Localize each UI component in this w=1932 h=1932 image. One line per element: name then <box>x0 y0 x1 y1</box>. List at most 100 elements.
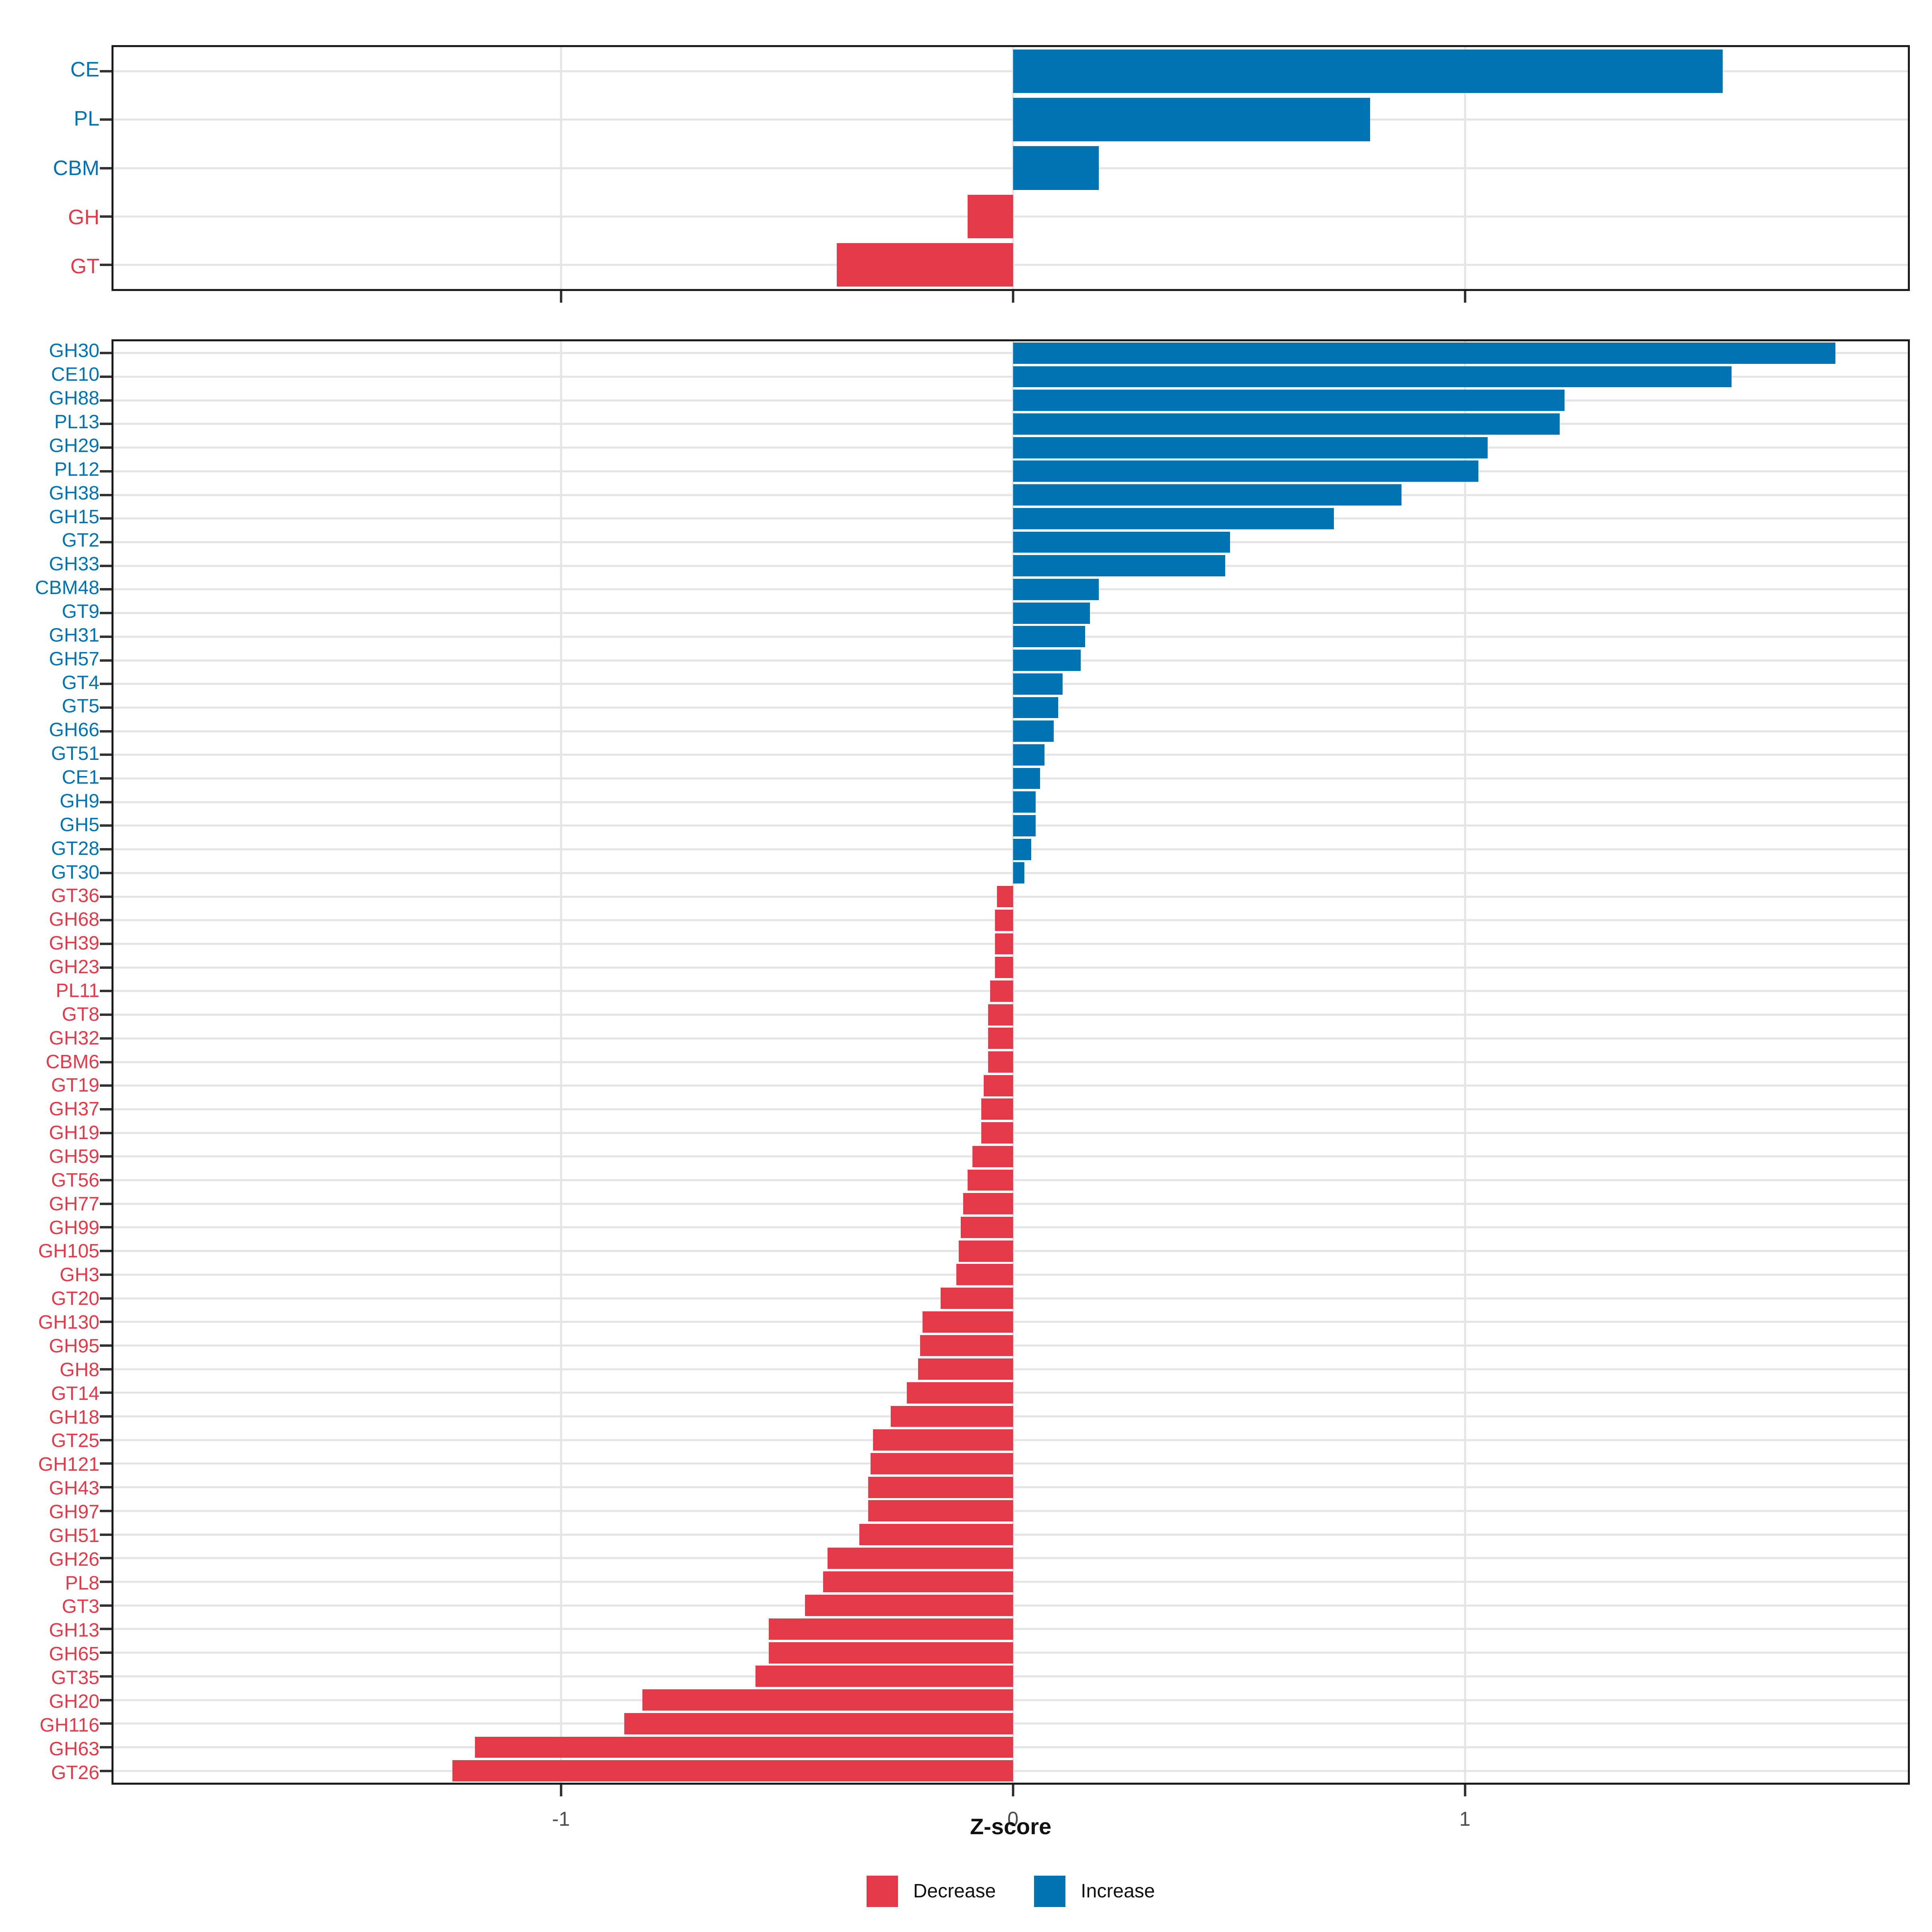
bar <box>769 1642 1013 1664</box>
y-axis-tick <box>100 1557 111 1560</box>
category-label: GH39 <box>49 933 99 954</box>
bar <box>859 1524 1013 1545</box>
y-axis-tick <box>100 1651 111 1654</box>
legend: Decrease Increase <box>111 1876 1910 1907</box>
bar <box>988 1004 1013 1026</box>
y-axis-tick <box>100 1250 111 1253</box>
y-axis-tick <box>100 753 111 756</box>
category-label: GH95 <box>49 1335 99 1357</box>
category-label: GH29 <box>49 435 99 456</box>
legend-label: Decrease <box>913 1880 996 1902</box>
y-axis-tick <box>100 1321 111 1323</box>
bar <box>1013 366 1732 388</box>
y-axis-tick <box>100 1462 111 1465</box>
bar <box>805 1595 1013 1616</box>
category-label: GH68 <box>49 909 99 931</box>
summary-panel: CE PL CBM GH GT <box>0 45 1932 303</box>
y-axis-tick <box>100 1226 111 1229</box>
y-axis-tick <box>100 777 111 780</box>
y-gridline <box>114 470 1908 473</box>
y-axis-tick <box>100 1013 111 1016</box>
bar <box>755 1666 1013 1687</box>
bar <box>961 1217 1013 1238</box>
y-axis-tick <box>100 1415 111 1418</box>
y-axis-tick <box>100 1179 111 1182</box>
category-label: PL <box>74 107 99 131</box>
bar <box>1013 437 1488 458</box>
category-label: GH97 <box>49 1501 99 1523</box>
y-axis-tick <box>100 1746 111 1748</box>
bar <box>1013 508 1334 529</box>
bar <box>1013 838 1031 860</box>
bar <box>997 886 1013 907</box>
category-label: GT4 <box>62 672 99 694</box>
y-gridline <box>114 777 1908 780</box>
bar <box>1013 673 1063 695</box>
y-axis-tick <box>100 517 111 520</box>
legend-item: Decrease <box>866 1876 996 1907</box>
y-axis-tick <box>100 1699 111 1701</box>
y-gridline <box>114 612 1908 614</box>
category-label: CE <box>70 58 99 82</box>
category-label: GH77 <box>49 1193 99 1215</box>
summary-plot-area <box>100 45 1910 303</box>
y-gridline <box>114 848 1908 850</box>
y-gridline <box>114 872 1908 874</box>
bar <box>1013 413 1560 435</box>
x-axis-tick-label: 0 <box>1007 1808 1019 1830</box>
y-axis-tick <box>100 635 111 638</box>
y-axis-tick <box>100 541 111 543</box>
x-axis-tick <box>1463 291 1466 303</box>
bar <box>1013 146 1099 190</box>
y-gridline <box>114 70 1908 72</box>
y-axis-tick <box>100 848 111 851</box>
category-label: GH19 <box>49 1122 99 1144</box>
family-plot-area: -1 0 1 <box>100 339 1910 1829</box>
category-label: GH65 <box>49 1643 99 1665</box>
x-axis-tick-label: 1 <box>1459 1808 1471 1830</box>
category-label: GH38 <box>49 482 99 504</box>
category-label: GT51 <box>51 743 99 765</box>
y-axis-tick <box>100 990 111 993</box>
y-axis-tick <box>100 1533 111 1536</box>
x-axis-tick <box>1463 1785 1466 1796</box>
category-label: GH23 <box>49 956 99 978</box>
category-label: GT <box>70 254 99 278</box>
bar <box>1013 98 1370 142</box>
y-axis-tick <box>100 1486 111 1489</box>
bar <box>995 933 1013 955</box>
y-gridline <box>114 801 1908 803</box>
bar <box>990 980 1013 1002</box>
bar <box>988 1051 1013 1073</box>
bar <box>923 1311 1013 1333</box>
y-gridline <box>114 376 1908 378</box>
y-axis-tick <box>100 1722 111 1725</box>
category-label: GH26 <box>49 1548 99 1570</box>
category-label: GH13 <box>49 1620 99 1641</box>
y-axis-tick <box>100 683 111 685</box>
bar <box>906 1382 1013 1404</box>
category-label: CE10 <box>51 364 99 386</box>
bar <box>1013 650 1081 671</box>
bar <box>995 957 1013 978</box>
y-gridline <box>114 541 1908 543</box>
y-axis-tick <box>100 1628 111 1631</box>
y-axis-tick <box>100 352 111 355</box>
y-gridline <box>114 753 1908 756</box>
x-axis-tick <box>559 291 562 303</box>
y-axis-tick <box>100 1273 111 1276</box>
bar <box>1013 697 1058 718</box>
y-gridline <box>114 636 1908 638</box>
y-axis-tick <box>100 895 111 898</box>
category-label: PL8 <box>65 1572 99 1594</box>
y-axis-tick <box>100 1675 111 1678</box>
y-axis-tick <box>100 1439 111 1441</box>
category-label: GH66 <box>49 719 99 741</box>
bar <box>963 1193 1013 1215</box>
bar <box>1013 484 1402 506</box>
bar <box>981 1122 1013 1144</box>
category-label: GT9 <box>62 601 99 622</box>
y-axis-tick <box>100 493 111 496</box>
y-gridline <box>114 588 1908 590</box>
bar <box>452 1760 1013 1782</box>
